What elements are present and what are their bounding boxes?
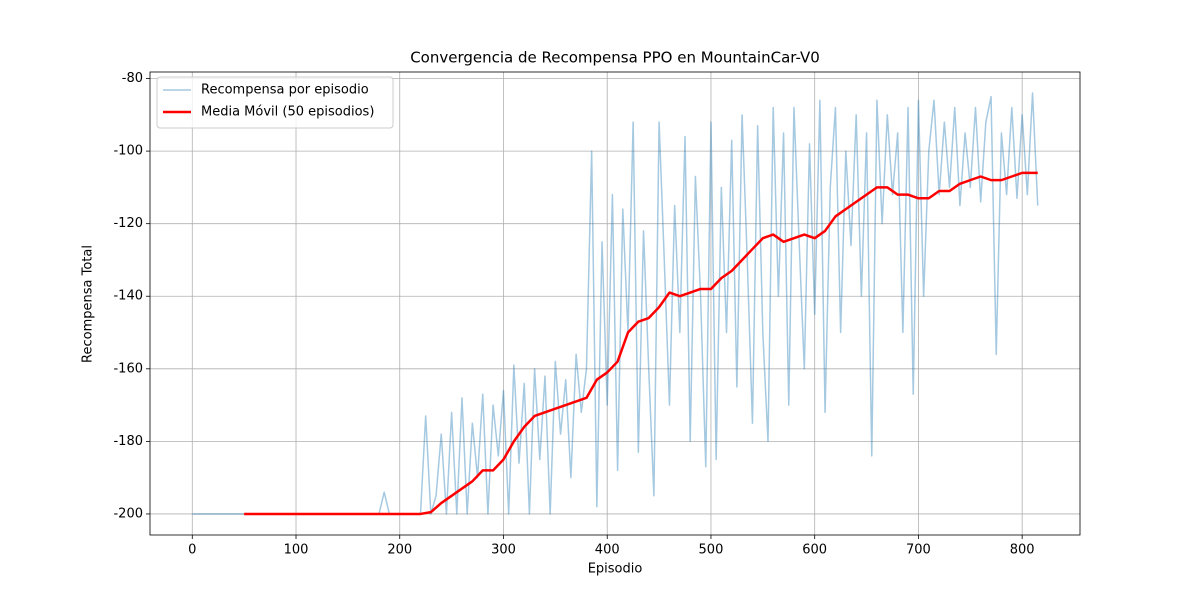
x-tick-label: 400 bbox=[595, 543, 620, 558]
legend: Recompensa por episodio Media Móvil (50 e… bbox=[156, 76, 394, 129]
x-tick-label: 700 bbox=[906, 543, 931, 558]
plot-lines bbox=[192, 92, 1039, 516]
y-tick-label: -180 bbox=[113, 434, 143, 449]
x-tick-label: 600 bbox=[802, 543, 827, 558]
y-tick-label: -120 bbox=[113, 216, 143, 231]
plot-frame bbox=[149, 71, 1081, 536]
x-tick-label: 200 bbox=[387, 543, 412, 558]
legend-box bbox=[156, 76, 394, 129]
x-tick-label: 300 bbox=[491, 543, 516, 558]
x-tick-label: 0 bbox=[188, 543, 196, 558]
legend-label: Recompensa por episodio bbox=[201, 83, 369, 98]
y-tick-label: -140 bbox=[113, 289, 143, 304]
y-axis-label: Recompensa Total bbox=[81, 245, 96, 363]
x-tick-label: 100 bbox=[284, 543, 309, 558]
x-tick-label: 800 bbox=[1010, 543, 1035, 558]
y-tick-label: -100 bbox=[113, 144, 143, 159]
ticks: 0 100 200 300 400 500 600 700 800 -200 -180 -160 -14… bbox=[113, 71, 1034, 557]
series-line bbox=[244, 171, 1038, 516]
y-tick-label: -200 bbox=[113, 506, 143, 521]
grid bbox=[150, 72, 1080, 535]
legend-label: Media Móvil (50 episodios) bbox=[201, 105, 374, 120]
y-tick-label: -80 bbox=[122, 71, 143, 86]
x-axis-label: Episodio bbox=[588, 562, 643, 577]
x-tick-label: 500 bbox=[699, 543, 724, 558]
chart-title: Convergencia de Recompensa PPO en Mounta… bbox=[410, 49, 820, 67]
y-tick-label: -160 bbox=[113, 361, 143, 376]
